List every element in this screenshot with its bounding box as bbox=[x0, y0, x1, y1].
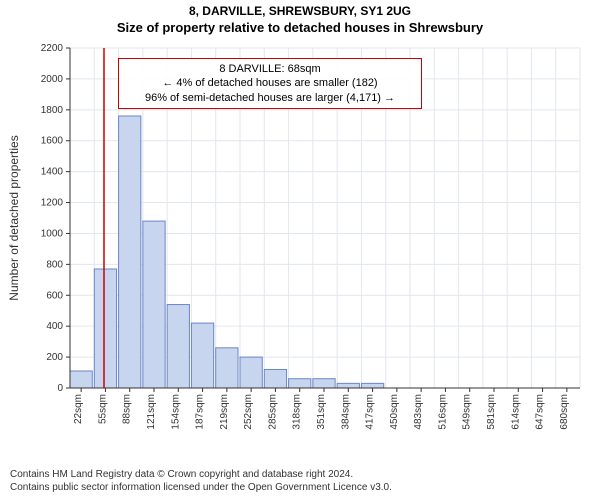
svg-text:800: 800 bbox=[46, 259, 63, 270]
bar bbox=[119, 116, 141, 388]
svg-text:647sqm: 647sqm bbox=[535, 394, 546, 430]
bar bbox=[191, 323, 213, 388]
svg-text:121sqm: 121sqm bbox=[146, 394, 157, 430]
bar bbox=[289, 379, 311, 388]
svg-text:219sqm: 219sqm bbox=[219, 394, 230, 430]
svg-text:187sqm: 187sqm bbox=[195, 394, 206, 430]
bar bbox=[240, 357, 262, 388]
svg-text:285sqm: 285sqm bbox=[267, 394, 278, 430]
svg-text:318sqm: 318sqm bbox=[292, 394, 303, 430]
svg-text:680sqm: 680sqm bbox=[559, 394, 570, 430]
svg-text:450sqm: 450sqm bbox=[389, 394, 400, 430]
svg-text:55sqm: 55sqm bbox=[97, 394, 108, 424]
bar bbox=[143, 221, 165, 388]
svg-text:2000: 2000 bbox=[41, 74, 64, 85]
svg-text:1400: 1400 bbox=[41, 167, 64, 178]
footer: Contains HM Land Registry data © Crown c… bbox=[10, 469, 392, 494]
footer-line-1: Contains HM Land Registry data © Crown c… bbox=[10, 469, 392, 482]
svg-text:1800: 1800 bbox=[41, 105, 64, 116]
svg-text:516sqm: 516sqm bbox=[437, 394, 448, 430]
svg-text:549sqm: 549sqm bbox=[462, 394, 473, 430]
bar bbox=[216, 348, 238, 388]
bar bbox=[70, 371, 92, 388]
svg-text:600: 600 bbox=[46, 290, 63, 301]
footer-line-2: Contains public sector information licen… bbox=[10, 482, 392, 495]
svg-text:417sqm: 417sqm bbox=[365, 394, 376, 430]
svg-text:154sqm: 154sqm bbox=[170, 394, 181, 430]
svg-text:88sqm: 88sqm bbox=[122, 394, 133, 424]
svg-text:581sqm: 581sqm bbox=[486, 394, 497, 430]
svg-text:1000: 1000 bbox=[41, 228, 64, 239]
bar bbox=[337, 383, 359, 388]
bar bbox=[361, 383, 383, 388]
bar bbox=[264, 369, 286, 388]
svg-text:22sqm: 22sqm bbox=[73, 394, 84, 424]
svg-text:384sqm: 384sqm bbox=[340, 394, 351, 430]
svg-text:483sqm: 483sqm bbox=[413, 394, 424, 430]
svg-text:0: 0 bbox=[57, 383, 63, 394]
svg-text:1600: 1600 bbox=[41, 136, 64, 147]
svg-text:2200: 2200 bbox=[41, 43, 64, 54]
svg-text:614sqm: 614sqm bbox=[510, 394, 521, 430]
histogram-chart: 0 200 400 600 800 1000 1200 1400 1600 1800 2000 220… bbox=[0, 0, 600, 430]
svg-text:252sqm: 252sqm bbox=[243, 394, 254, 430]
svg-text:351sqm: 351sqm bbox=[316, 394, 327, 430]
bar bbox=[94, 269, 116, 388]
bar bbox=[313, 379, 335, 388]
svg-text:200: 200 bbox=[46, 352, 63, 363]
svg-text:1200: 1200 bbox=[41, 198, 64, 209]
svg-text:400: 400 bbox=[46, 321, 63, 332]
y-axis-label: Number of detached properties bbox=[7, 135, 21, 300]
bar bbox=[167, 305, 189, 388]
